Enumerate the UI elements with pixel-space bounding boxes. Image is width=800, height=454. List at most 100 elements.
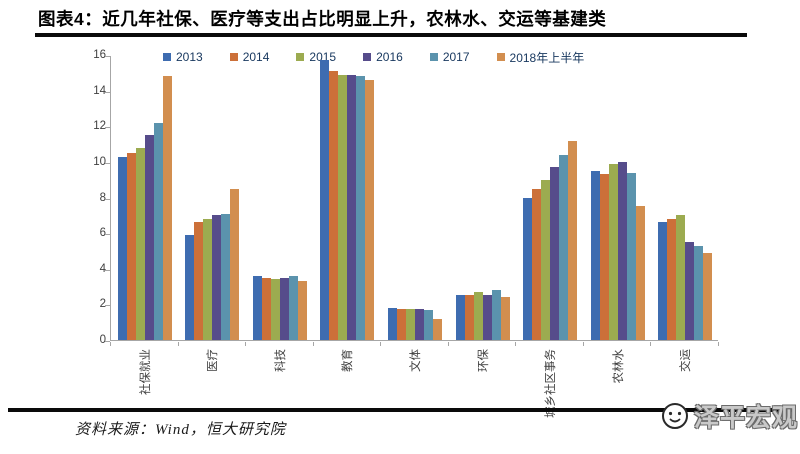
legend-swatch-icon	[363, 53, 372, 61]
bar-2018年上半年-环保	[500, 297, 510, 340]
y-axis-tick-label: 14	[93, 84, 106, 97]
legend-item: 2013	[163, 50, 203, 64]
legend-swatch-icon	[496, 53, 505, 61]
bar-2018年上半年-社保就业	[162, 76, 172, 340]
bar-2014-医疗	[194, 222, 204, 340]
bar-2016-社保就业	[144, 135, 154, 340]
bar-2017-文体	[424, 309, 433, 340]
bar-2015-农林水	[608, 163, 618, 340]
legend-item: 2018年上半年	[496, 49, 585, 66]
source-note: 资料来源：Wind，恒大研究院	[75, 422, 286, 438]
bar-2013-医疗	[185, 234, 195, 340]
x-axis-tick-mark	[582, 342, 584, 346]
legend-item: 2017	[429, 50, 470, 64]
x-axis-category-label: 环保	[477, 349, 490, 372]
x-axis-tick-mark	[380, 342, 382, 346]
x-axis-category-label: 社保就业	[139, 349, 152, 395]
brand-logo: 泽平宏观	[660, 398, 798, 434]
x-axis-category-label: 文体	[410, 349, 422, 372]
y-axis-tick-label: 12	[93, 120, 106, 133]
x-axis-category-label: 科技	[274, 349, 287, 372]
bar-2018年上半年-教育	[365, 79, 375, 340]
legend-label: 2018年上半年	[509, 50, 585, 65]
bar-2016-科技	[279, 277, 289, 340]
bar-2017-医疗	[221, 213, 231, 340]
x-axis-tick-mark	[718, 342, 719, 346]
bar-2017-教育	[356, 76, 366, 340]
bar-2014-城乡社区事务	[532, 188, 542, 340]
legend-label: 2014	[242, 50, 270, 64]
bar-2014-社保就业	[126, 152, 136, 340]
y-axis-tick-label: 4	[99, 262, 106, 275]
bar-2015-交运	[676, 215, 686, 340]
bar-2013-交运	[658, 222, 668, 340]
legend-item: 2016	[363, 50, 403, 64]
x-axis-tick-mark	[650, 342, 652, 346]
bar-2017-农林水	[626, 172, 636, 340]
bar-2018年上半年-医疗	[230, 188, 240, 340]
bar-2018年上半年-文体	[433, 318, 442, 340]
bar-2014-农林水	[599, 174, 609, 340]
x-axis-tick-mark	[110, 342, 111, 346]
bar-2016-环保	[482, 295, 492, 340]
x-axis-category-label: 教育	[342, 349, 355, 372]
x-axis-category-label: 交运	[680, 349, 693, 372]
bar-2016-文体	[415, 308, 424, 340]
bar-2016-交运	[685, 242, 695, 340]
x-axis-tick-mark	[515, 342, 517, 346]
bar-2018年上半年-农林水	[635, 206, 645, 340]
x-axis-category-label: 农林水	[612, 349, 625, 384]
x-axis-category-label: 医疗	[207, 349, 220, 372]
bar-2014-科技	[261, 277, 271, 340]
bar-2016-医疗	[212, 215, 222, 340]
legend-swatch-icon	[429, 53, 438, 61]
bar-2015-医疗	[203, 218, 213, 340]
bar-2014-环保	[464, 295, 474, 340]
bar-2017-科技	[288, 275, 298, 340]
bar-2014-交运	[667, 218, 677, 340]
bar-2013-环保	[455, 295, 465, 340]
mascot-face-icon	[661, 403, 688, 429]
y-axis-tick-label: 8	[99, 191, 106, 204]
bar-2017-交运	[694, 245, 704, 340]
bar-2015-社保就业	[135, 147, 145, 340]
legend-swatch-icon	[229, 53, 238, 61]
bar-2015-环保	[473, 291, 483, 340]
y-axis-tick-label: 10	[93, 155, 106, 168]
bar-2013-农林水	[590, 170, 600, 340]
figure-title: 图表4：近几年社保、医疗等支出占比明显上升，农林水、交运等基建类	[38, 9, 607, 29]
x-axis-tick-mark	[177, 342, 179, 346]
bar-2016-教育	[347, 74, 357, 340]
x-axis-tick-mark	[312, 342, 314, 346]
x-axis-tick-mark	[245, 342, 247, 346]
y-axis-tick-label: 6	[99, 227, 106, 240]
bar-2015-文体	[406, 308, 415, 340]
y-axis-tick-label: 2	[99, 298, 106, 311]
bar-2016-农林水	[617, 161, 627, 340]
bar-2013-教育	[320, 60, 330, 340]
bar-2013-社保就业	[117, 156, 127, 340]
bar-2013-科技	[252, 275, 262, 340]
bar-2013-文体	[388, 307, 397, 340]
legend-item: 2014	[229, 50, 270, 64]
legend-label: 2013	[176, 50, 203, 64]
title-underline-rule	[35, 33, 747, 37]
bar-2017-社保就业	[153, 122, 163, 340]
plot-area	[110, 56, 718, 341]
y-axis-tick-label: 0	[99, 334, 106, 346]
bar-2015-城乡社区事务	[541, 179, 551, 340]
y-axis-tick-label: 16	[93, 49, 106, 61]
brand-logo-text: 泽平宏观	[693, 404, 798, 432]
x-axis-tick-mark	[447, 342, 449, 346]
bar-2014-文体	[397, 308, 406, 340]
footer-rule	[8, 408, 794, 412]
bar-2015-教育	[338, 74, 348, 340]
legend-label: 2017	[442, 50, 470, 64]
bar-2013-城乡社区事务	[523, 197, 533, 340]
legend-swatch-icon	[296, 53, 305, 61]
bar-2016-城乡社区事务	[550, 167, 560, 340]
bar-2018年上半年-交运	[703, 252, 713, 340]
bar-2018年上半年-城乡社区事务	[568, 140, 578, 340]
bar-2018年上半年-科技	[297, 281, 307, 340]
